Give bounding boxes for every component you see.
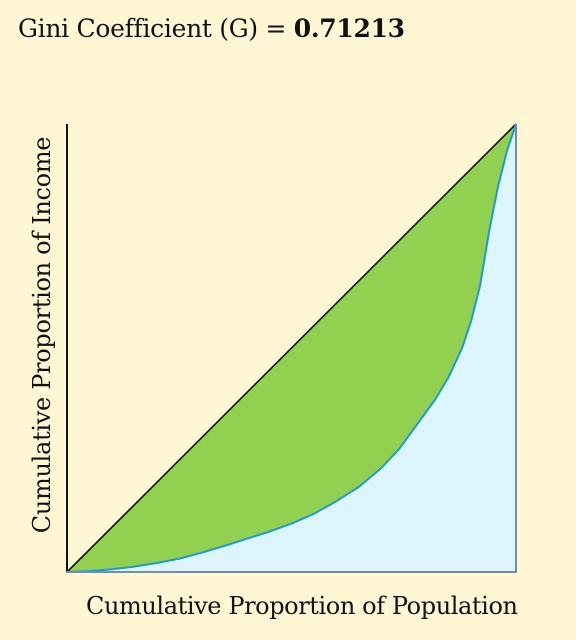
- gini-value: 0.71213: [293, 14, 405, 43]
- line-of-equality: [66, 123, 517, 573]
- y-axis-label: Cumulative Proportion of Income: [28, 136, 56, 534]
- gini-coefficient-text: Gini Coefficient (G) = 0.71213: [18, 14, 405, 43]
- lorenz-below-area: [67, 124, 516, 572]
- lorenz-curve-line: [66, 123, 517, 573]
- x-axis-label: Cumulative Proportion of Population: [86, 592, 518, 620]
- gini-label: Gini Coefficient (G) =: [18, 14, 294, 43]
